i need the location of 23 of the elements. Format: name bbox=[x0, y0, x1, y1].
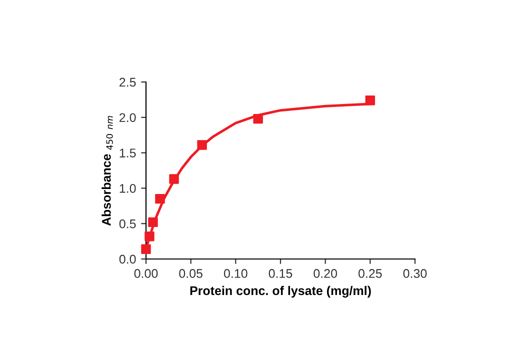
point bbox=[141, 244, 151, 254]
y-tick-label: 0.0 bbox=[119, 254, 136, 264]
x-tick-label: 0.20 bbox=[314, 269, 338, 278]
point bbox=[148, 217, 158, 228]
point bbox=[365, 96, 376, 106]
x-tick-label: 0.05 bbox=[179, 269, 202, 278]
point bbox=[169, 174, 179, 184]
point bbox=[253, 114, 263, 124]
x-tick-label: 0.25 bbox=[358, 269, 382, 278]
y-tick-label: 2.5 bbox=[120, 78, 136, 87]
x-tick-label: 0.30 bbox=[403, 269, 427, 278]
y-tick-label: 1.5 bbox=[120, 148, 136, 158]
point bbox=[144, 231, 154, 242]
y-tick-label: 0.5 bbox=[119, 219, 136, 228]
point bbox=[155, 194, 165, 204]
x-axis-title: Protein conc. of lysate (mg/ml) bbox=[190, 286, 371, 298]
y-axis-title: Absorbance $_{450 nm}$ bbox=[102, 116, 113, 226]
x-tick-label: 0.00 bbox=[134, 269, 158, 278]
x-tick-label: 0.15 bbox=[268, 269, 292, 278]
x-tick-label: 0.10 bbox=[224, 269, 248, 278]
y-tick-label: 2.0 bbox=[120, 113, 136, 122]
point bbox=[197, 140, 207, 150]
y-tick-label: 1.0 bbox=[120, 184, 136, 193]
